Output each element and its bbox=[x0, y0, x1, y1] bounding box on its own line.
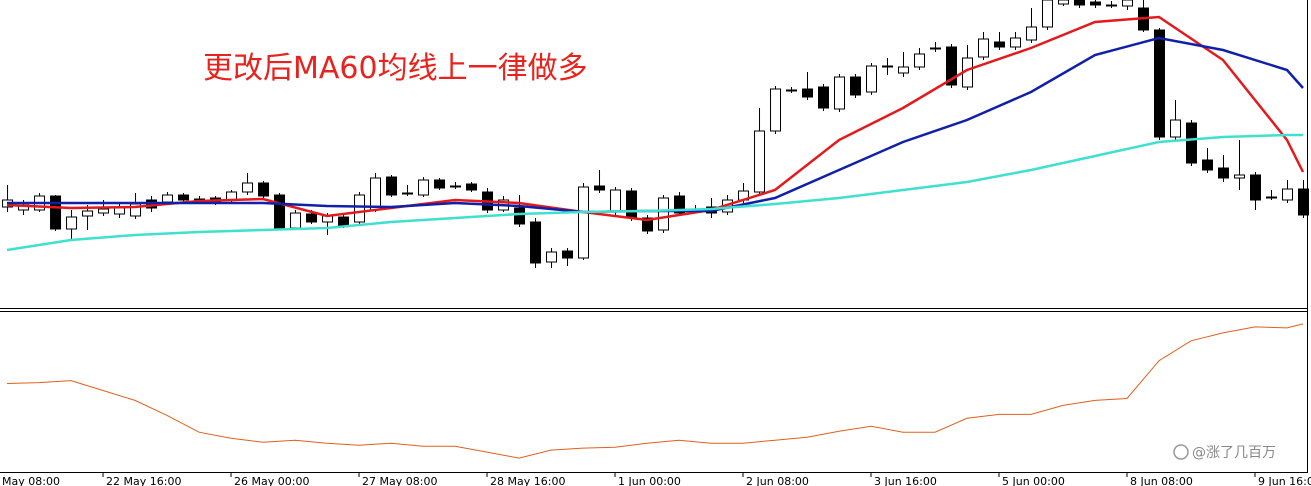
x-tick-label: 26 May 00:00 bbox=[234, 475, 309, 486]
candle-body bbox=[850, 76, 862, 96]
candle-body bbox=[434, 179, 446, 189]
candle-body bbox=[1026, 26, 1038, 41]
candle-body bbox=[242, 182, 254, 193]
watermark: @涨了几百万 bbox=[1173, 444, 1276, 461]
x-tick-label: May 08:00 bbox=[2, 475, 60, 486]
x-tick-label: 22 May 16:00 bbox=[106, 475, 181, 486]
candle-body bbox=[402, 192, 414, 195]
candle-body bbox=[274, 194, 286, 229]
candle-body bbox=[418, 179, 430, 196]
candle-body bbox=[674, 195, 686, 214]
x-tick-label: 9 Jun 16:00 bbox=[1258, 475, 1311, 486]
candle-body bbox=[1170, 119, 1182, 138]
candle-body bbox=[1090, 1, 1102, 6]
candle-body bbox=[562, 250, 574, 259]
candle-body bbox=[658, 197, 670, 231]
candle-body bbox=[914, 53, 926, 68]
candle-body bbox=[306, 213, 318, 223]
annotation: 更改后MA60均线上一律做多 bbox=[203, 51, 588, 86]
candle-body bbox=[626, 190, 638, 219]
candle-body bbox=[1154, 29, 1166, 138]
candle-body bbox=[82, 210, 94, 217]
candle-body bbox=[1250, 174, 1262, 201]
candle-body bbox=[354, 194, 366, 223]
candle-body bbox=[450, 185, 462, 188]
candle-body bbox=[258, 182, 270, 197]
x-tick-label: 27 May 08:00 bbox=[362, 475, 437, 486]
candle-body bbox=[370, 177, 382, 211]
candle-body bbox=[1042, 0, 1054, 28]
candle-body bbox=[818, 86, 830, 109]
candle-body bbox=[162, 194, 174, 203]
candle-body bbox=[1282, 188, 1294, 201]
candle-body bbox=[594, 185, 606, 191]
candle-body bbox=[1058, 0, 1070, 5]
candle-body bbox=[802, 88, 814, 98]
x-tick-label: 3 Jun 16:00 bbox=[874, 475, 937, 486]
candle-body bbox=[338, 216, 350, 227]
candle-body bbox=[546, 251, 558, 263]
x-tick-label: 8 Jun 08:00 bbox=[1130, 475, 1193, 486]
x-tick-label: 5 Jun 00:00 bbox=[1002, 475, 1065, 486]
candle-body bbox=[514, 207, 526, 225]
line bbox=[6, 323, 1304, 459]
candle-body bbox=[770, 88, 782, 132]
candle-body bbox=[1234, 174, 1246, 179]
candle-body bbox=[114, 207, 126, 215]
candle-body bbox=[1202, 159, 1214, 171]
candle-body bbox=[1010, 37, 1022, 48]
candle-body bbox=[66, 216, 78, 230]
candle-body bbox=[642, 217, 654, 232]
candle-body bbox=[946, 46, 958, 86]
x-tick-label: 28 May 16:00 bbox=[490, 475, 565, 486]
candle-body bbox=[610, 189, 622, 213]
candle-body bbox=[1266, 196, 1278, 199]
candle-body bbox=[866, 65, 878, 93]
candle-body bbox=[994, 41, 1006, 48]
line bbox=[6, 133, 1303, 252]
candle-body bbox=[386, 176, 398, 196]
candle-body bbox=[290, 212, 302, 229]
candle-body bbox=[930, 47, 942, 50]
candle-body bbox=[978, 38, 990, 58]
candle-body bbox=[98, 208, 110, 214]
candle-body bbox=[466, 183, 478, 191]
watermark-icon bbox=[1173, 444, 1189, 460]
line bbox=[6, 15, 1305, 222]
candle-body bbox=[834, 76, 846, 110]
candle-body bbox=[882, 65, 894, 68]
candle-body bbox=[578, 186, 590, 259]
candle-body bbox=[50, 195, 62, 230]
candle-body bbox=[898, 66, 910, 74]
candle-body bbox=[1298, 188, 1310, 216]
candle-body bbox=[1074, 0, 1086, 6]
candle-body bbox=[530, 221, 542, 264]
watermark-text: @涨了几百万 bbox=[1192, 445, 1276, 461]
candle-body bbox=[1106, 4, 1118, 7]
candle-body bbox=[1122, 0, 1134, 7]
candle-body bbox=[1186, 122, 1198, 164]
x-tick-label: 2 Jun 08:00 bbox=[746, 475, 809, 486]
candle-body bbox=[178, 194, 190, 201]
candle-body bbox=[786, 89, 798, 92]
x-tick-label: 1 Jun 00:00 bbox=[618, 475, 681, 486]
candle-body bbox=[1218, 167, 1230, 179]
candle-body bbox=[754, 130, 766, 193]
